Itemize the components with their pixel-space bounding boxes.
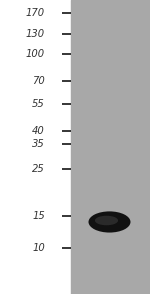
Text: 70: 70	[32, 76, 45, 86]
Ellipse shape	[95, 216, 118, 225]
Ellipse shape	[88, 211, 130, 233]
Text: 10: 10	[32, 243, 45, 253]
Text: 170: 170	[26, 8, 45, 18]
Text: 35: 35	[32, 139, 45, 149]
Text: 15: 15	[32, 211, 45, 221]
Text: 130: 130	[26, 29, 45, 39]
Text: 25: 25	[32, 164, 45, 174]
Text: 100: 100	[26, 49, 45, 59]
Text: 55: 55	[32, 99, 45, 109]
Text: 40: 40	[32, 126, 45, 136]
